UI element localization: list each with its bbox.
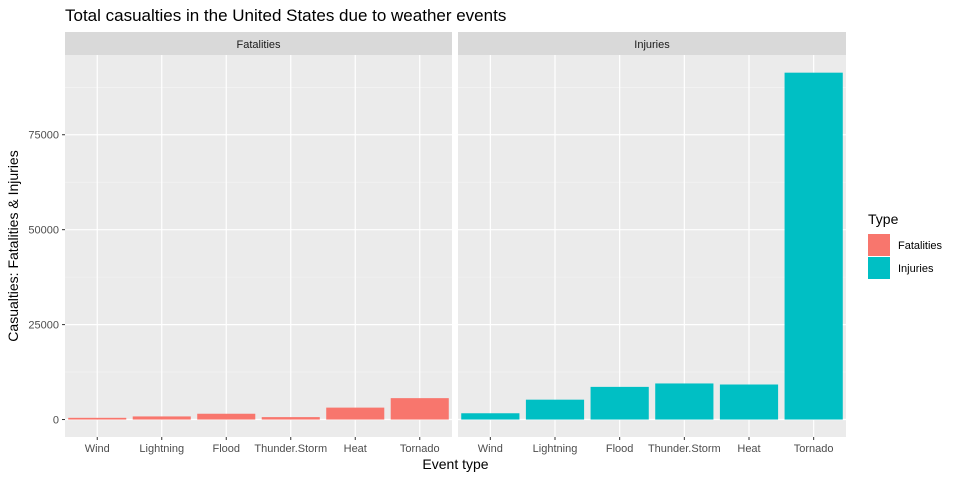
panel-injuries-bars [461, 72, 843, 420]
x-tick-label: Thunder.Storm [648, 443, 721, 455]
facet-label-injuries: Injuries [634, 39, 670, 51]
facet-label-fatalities: Fatalities [236, 39, 281, 51]
x-tick-label: Wind [478, 443, 503, 455]
facet-strip-fatalities [65, 32, 452, 55]
legend-key-injuries [868, 257, 890, 279]
panel-injuries-xticks: Wind Lightning Flood Thunder.Storm Heat Torna… [478, 437, 834, 455]
bar-injuries-lightning [525, 399, 585, 420]
x-tick-label: Tornado [400, 443, 440, 455]
x-axis-label: Event type [422, 456, 488, 472]
bar-fatalities-wind [68, 417, 127, 420]
legend-key-fatalities [868, 234, 890, 256]
bar-injuries-thunder-storm [655, 383, 714, 420]
x-tick-label: Flood [212, 443, 240, 455]
bar-injuries-heat [719, 384, 779, 420]
bar-injuries-tornado [784, 72, 843, 420]
panel-injuries-grid [458, 55, 846, 437]
facet-fatalities: Fatalities Wind Lightning Flood Thunder.Sto… [65, 32, 452, 455]
y-axis-label: Casualties: Fatalities & Injuries [5, 150, 21, 341]
y-tick-label: 50000 [28, 225, 59, 237]
bar-fatalities-heat [326, 407, 385, 420]
bar-fatalities-tornado [390, 398, 449, 420]
legend: Type Fatalities Injuries [868, 211, 943, 279]
chart-title: Total casualties in the United States du… [65, 6, 506, 25]
panel-injuries [458, 55, 846, 437]
bar-injuries-flood [590, 386, 649, 420]
facet-injuries: Injuries Wind Lightning Flood Thunder.Storm… [458, 32, 846, 455]
bar-fatalities-lightning [132, 416, 191, 420]
y-axis: 0 25000 50000 75000 [28, 130, 65, 427]
facet-strip-injuries [458, 32, 846, 55]
legend-label-fatalities: Fatalities [898, 240, 943, 252]
x-tick-label: Wind [85, 443, 110, 455]
panel-fatalities-xticks: Wind Lightning Flood Thunder.Storm Heat Torna… [85, 437, 440, 455]
x-tick-label: Lightning [533, 443, 578, 455]
legend-title: Type [868, 211, 899, 227]
x-tick-label: Thunder.Storm [254, 443, 327, 455]
bar-fatalities-thunder-storm [261, 417, 320, 420]
bar-injuries-wind [461, 413, 520, 420]
panel-fatalities [65, 55, 452, 437]
x-tick-label: Lightning [139, 443, 184, 455]
x-tick-label: Flood [606, 443, 634, 455]
bar-fatalities-flood [197, 413, 256, 420]
x-tick-label: Heat [344, 443, 367, 455]
y-tick-label: 25000 [28, 320, 59, 332]
panel-fatalities-grid [65, 55, 452, 437]
y-tick-label: 75000 [28, 130, 59, 142]
x-tick-label: Tornado [794, 443, 834, 455]
y-tick-label: 0 [53, 415, 59, 427]
panel-fatalities-bars [68, 398, 449, 420]
x-tick-label: Heat [737, 443, 760, 455]
legend-label-injuries: Injuries [898, 263, 934, 275]
